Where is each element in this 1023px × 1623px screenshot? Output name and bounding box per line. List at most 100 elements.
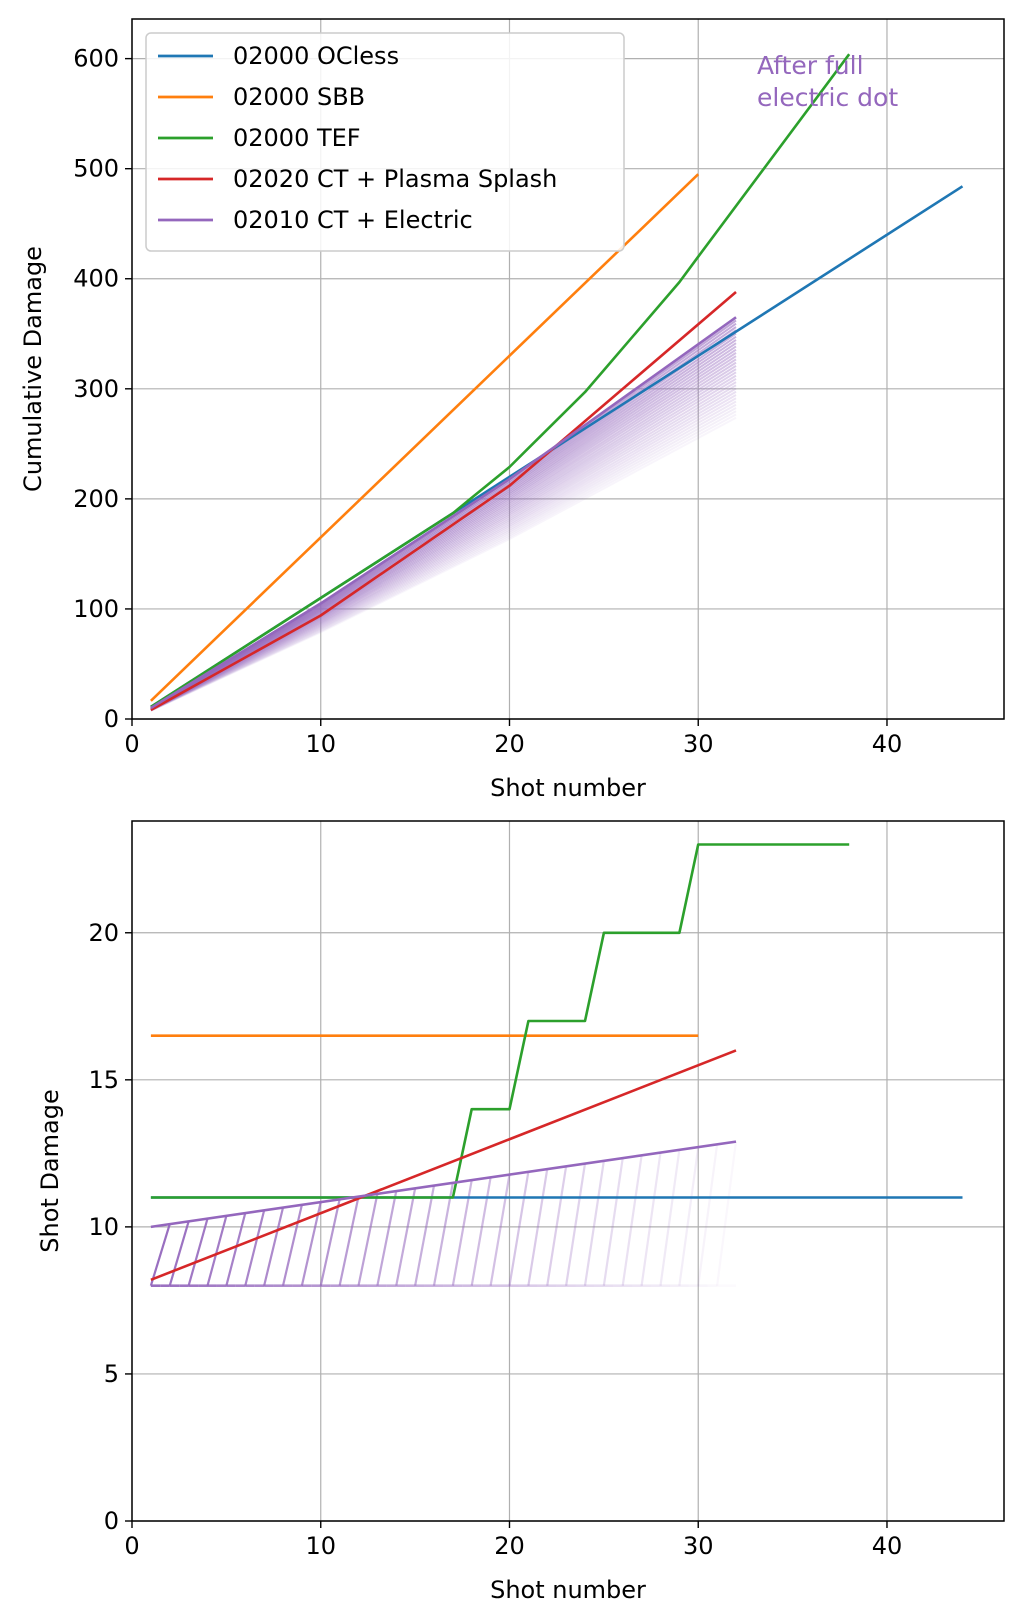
series-line-02000-sbb [149,173,700,702]
hatch-line [583,1160,605,1286]
x-tick-label: 0 [124,730,139,758]
hatch-line [508,1171,530,1286]
hatch-line [527,1168,549,1286]
y-tick-label: 5 [104,1360,119,1388]
hatch-line [263,1207,285,1286]
fan-line [150,377,737,711]
hatch-line [489,1174,511,1286]
axes-frame [131,18,1005,720]
hatch-line [678,1146,700,1286]
hatch-line [187,1218,209,1287]
hatch-line [300,1201,322,1286]
legend-entries: 02000 OCless 02000 SBB 02000 TEF 02020 CT +… [158,42,557,234]
y-tick-label: 15 [88,1066,119,1094]
hatch-line [414,1185,436,1286]
y-axis-label: Cumulative Damage [19,246,47,492]
axes-frame [131,820,1005,1522]
x-tick-label: 0 [124,1532,139,1560]
y-tick-label: 400 [73,265,119,293]
hatch-line [338,1196,360,1286]
hatch-line [395,1188,417,1286]
y-tick-label: 0 [104,705,119,733]
hatch-line [546,1166,568,1286]
legend-label: 02020 CT + Plasma Splash [233,165,557,193]
legend-label: 02010 CT + Electric [233,206,473,234]
series-lines [150,843,963,1282]
hatch-line [244,1210,266,1286]
x-tick-label: 20 [494,1532,525,1560]
x-tick-label: 30 [683,730,714,758]
fan-line [150,345,737,710]
y-tick-label: 100 [73,595,119,623]
hatch-line [432,1182,454,1286]
grid [131,821,1004,1522]
fan-line [150,413,737,712]
x-tick-label: 40 [872,1532,903,1560]
axis-ticks: 0 10 20 30 40 0 5 10 15 20 [88,919,902,1560]
fan-line [150,387,737,711]
shot-damage-chart: 0 10 20 30 40 0 5 10 15 20 Shot number Shot Damag… [36,820,1005,1604]
legend-label: 02000 OCless [233,42,399,70]
legend-label: 02000 SBB [233,83,365,111]
x-tick-label: 20 [494,730,525,758]
fan-line [150,348,737,710]
y-tick-label: 300 [73,375,119,403]
series-line-02020-ct-plasma-splash [150,291,737,712]
x-tick-label: 10 [305,730,336,758]
hatch-line [565,1163,587,1286]
fan-line [150,342,737,710]
fan-line [150,384,737,711]
annotation: After full electric dot [730,44,898,113]
hatch-line [640,1152,662,1286]
y-tick-label: 10 [88,1213,119,1241]
series-line-02010-ct-electric [150,316,737,710]
x-axis-label: Shot number [490,774,646,802]
hatch-line [602,1157,624,1286]
fan-line [150,397,737,712]
electric-dot-hatch [149,1141,738,1288]
y-tick-label: 0 [104,1507,119,1535]
annotation-line-2: electric dot [757,83,898,112]
hatch-line [451,1179,473,1286]
series-lines [149,53,964,712]
fan-line [150,410,737,712]
fan-line [150,371,737,711]
hatch-line [659,1149,681,1286]
series-line-02000-tef [150,53,851,708]
hatch-line [168,1221,190,1287]
y-tick-label: 20 [88,919,119,947]
fan-line [150,394,737,711]
hatch-line [621,1155,643,1286]
legend-label: 02000 TEF [233,124,361,152]
y-tick-label: 600 [73,45,119,73]
hatch-line [357,1193,379,1286]
x-tick-label: 40 [872,730,903,758]
hatch-line [470,1177,492,1286]
fan-line [150,407,737,712]
hatch-line [697,1144,719,1286]
x-tick-label: 30 [683,1532,714,1560]
fan-line [150,390,737,711]
series-line-02000-tef [150,843,850,1199]
fan-line [150,332,737,710]
annotation-line-1: After full [757,51,864,80]
y-tick-label: 500 [73,155,119,183]
hatch-line [149,1223,171,1287]
fan-line [150,416,737,712]
y-axis-label: Shot Damage [36,1089,64,1252]
hatch-line [376,1190,398,1286]
fan-line [150,403,737,712]
fan-line [150,374,737,711]
hatch-line [206,1215,228,1286]
series-line-02010-ct-electric [150,1140,737,1229]
hatch-line [281,1204,303,1286]
x-tick-label: 10 [305,1532,336,1560]
hatch-line [716,1141,738,1286]
series-line-02020-ct-plasma-splash [150,1049,737,1282]
fan-line [150,400,737,712]
hatch-line [319,1199,341,1286]
legend: 02000 OCless 02000 SBB 02000 TEF 02020 CT +… [145,32,625,252]
